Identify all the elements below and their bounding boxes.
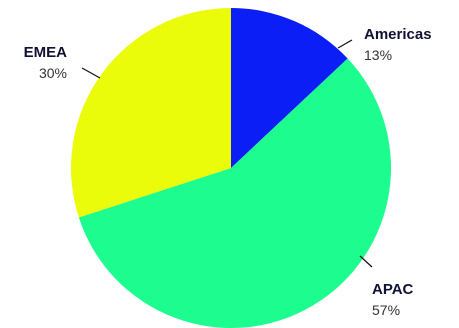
pie-slice-emea (70, 8, 231, 218)
slice-value-apac: 57% (372, 302, 400, 318)
leader-line-emea (81, 67, 101, 79)
pie-slice-americas (231, 8, 348, 168)
slice-label-apac: APAC (372, 281, 414, 298)
slice-value-emea: 30% (39, 65, 67, 81)
slice-label-americas: Americas (364, 26, 432, 43)
slice-value-americas: 13% (364, 47, 392, 63)
pie-slice-apac (78, 58, 391, 328)
leader-line-apac (359, 255, 373, 268)
leader-line-americas (337, 39, 353, 49)
slice-label-emea: EMEA (24, 44, 68, 61)
